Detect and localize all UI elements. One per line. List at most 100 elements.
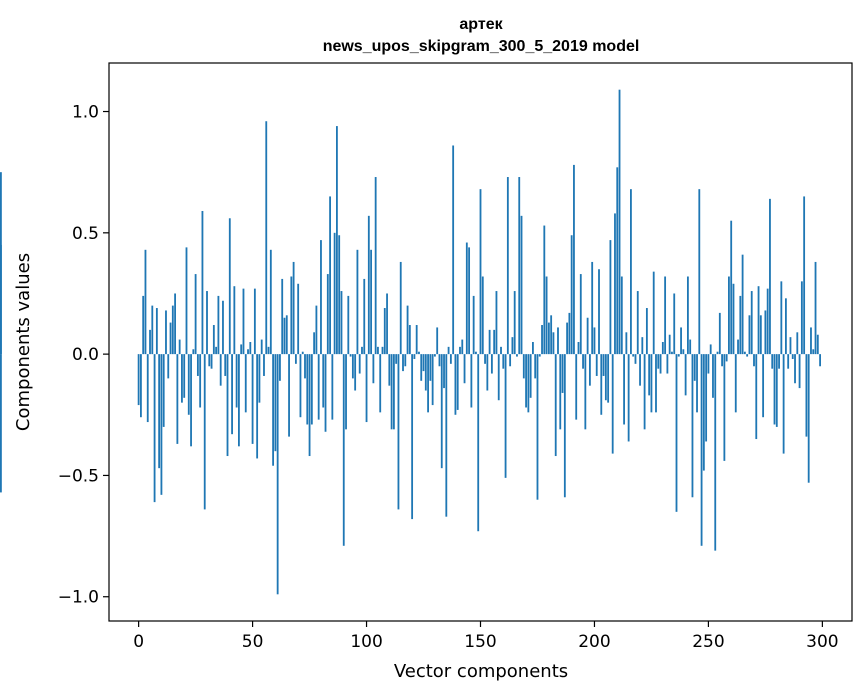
bar <box>381 346 384 355</box>
bar <box>465 242 468 355</box>
bar <box>566 322 569 355</box>
bar <box>418 351 420 355</box>
bar <box>324 354 327 432</box>
bar <box>167 354 170 379</box>
bar <box>568 312 571 355</box>
bar <box>577 342 580 355</box>
bar <box>390 354 393 430</box>
bar <box>812 349 815 355</box>
bar <box>584 354 587 430</box>
bar <box>534 354 537 379</box>
bar <box>753 354 755 367</box>
bar <box>787 354 790 369</box>
bar <box>449 354 452 364</box>
bar <box>438 354 441 367</box>
bar <box>169 322 172 355</box>
y-axis-ticks: −1.0 −0.5 0.0 0.5 1.0 <box>58 103 109 608</box>
bar <box>420 354 423 381</box>
bar <box>374 177 377 355</box>
bar <box>297 283 300 355</box>
bar <box>552 332 555 355</box>
bar <box>755 354 758 440</box>
bar <box>301 351 304 355</box>
bar <box>308 354 311 457</box>
bar <box>310 354 313 425</box>
bar <box>171 305 174 355</box>
bar <box>709 344 712 355</box>
bar <box>575 354 578 420</box>
bar <box>370 249 373 355</box>
bar <box>288 354 290 437</box>
bar <box>208 354 211 367</box>
bar <box>408 325 411 355</box>
bar <box>443 354 445 389</box>
bar <box>693 354 696 381</box>
bar <box>579 274 582 355</box>
bar <box>326 274 329 355</box>
bar <box>771 354 774 369</box>
bar <box>645 308 648 355</box>
bar <box>798 354 801 389</box>
bar <box>680 327 682 355</box>
bar <box>231 354 233 435</box>
bar <box>550 315 553 355</box>
bar <box>716 351 719 355</box>
bar <box>543 225 546 355</box>
bar <box>445 354 448 517</box>
bar <box>516 354 518 357</box>
bar <box>333 232 336 355</box>
bar <box>228 218 231 355</box>
bar <box>721 354 723 367</box>
bar <box>762 354 765 418</box>
bar <box>372 354 375 384</box>
bar <box>725 354 728 362</box>
bar <box>415 325 418 355</box>
bar <box>176 354 179 444</box>
bar <box>611 354 614 454</box>
bar <box>452 145 455 355</box>
bar <box>470 354 473 408</box>
bar <box>253 288 256 355</box>
bar <box>434 354 436 357</box>
chart-subtitle: news_upos_skipgram_300_5_2019 model <box>323 38 640 55</box>
bar <box>358 354 361 374</box>
bar <box>340 291 343 355</box>
bar <box>657 354 660 369</box>
bar <box>757 286 760 355</box>
x-tick-label: 200 <box>578 632 610 652</box>
bar <box>655 354 657 413</box>
bar <box>424 354 427 391</box>
bar <box>520 215 523 355</box>
bar <box>472 295 475 355</box>
bar <box>659 354 662 374</box>
bar <box>222 300 224 355</box>
bar <box>242 288 245 355</box>
bar <box>502 354 505 369</box>
y-tick-label: −1.0 <box>58 588 99 608</box>
bar <box>488 329 491 355</box>
bar <box>274 354 277 452</box>
bar <box>224 354 227 376</box>
bar <box>258 354 261 403</box>
bar <box>778 354 780 369</box>
bar <box>165 310 167 355</box>
bar <box>137 354 140 406</box>
bar <box>486 354 489 391</box>
bar <box>497 354 500 401</box>
bar <box>513 291 516 355</box>
bar <box>215 346 218 355</box>
bar <box>791 354 794 359</box>
bar <box>185 247 188 355</box>
bar <box>728 276 730 355</box>
bar <box>235 354 238 408</box>
bar <box>468 247 471 355</box>
bar <box>199 354 202 408</box>
bar <box>219 354 222 386</box>
chart-title: артек <box>459 16 503 33</box>
bar <box>588 354 591 386</box>
bar <box>506 177 509 355</box>
bar <box>652 271 655 355</box>
bar <box>260 339 263 355</box>
bar <box>404 354 407 367</box>
bar <box>627 354 630 442</box>
